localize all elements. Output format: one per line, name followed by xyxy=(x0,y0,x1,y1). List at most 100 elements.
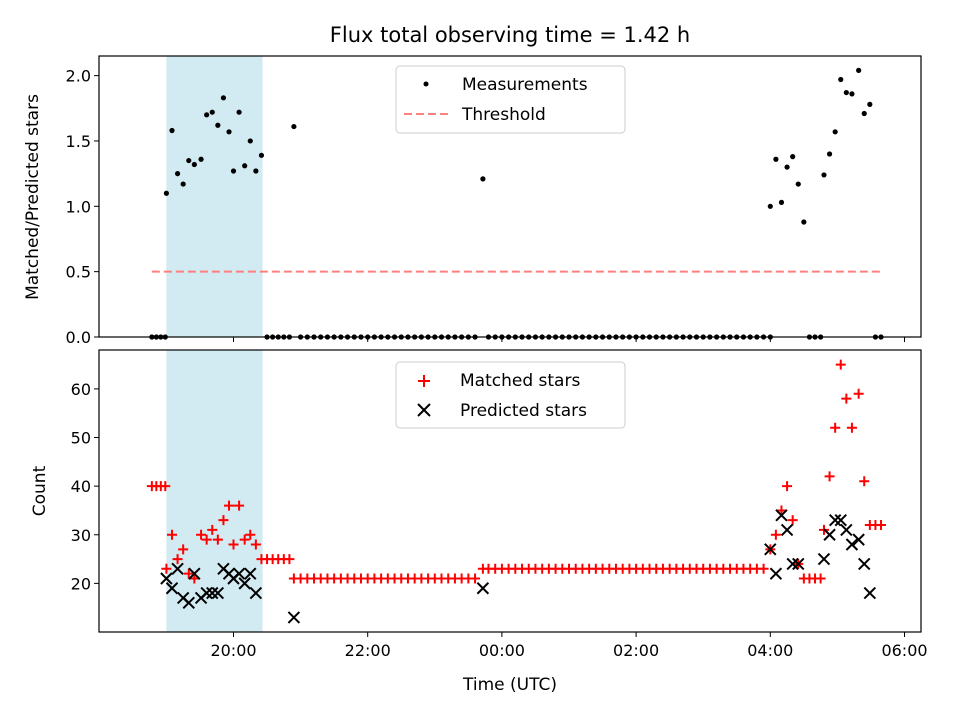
predicted-point xyxy=(165,582,179,595)
measurement-point xyxy=(253,168,259,174)
predicted-point xyxy=(828,513,842,527)
predicted-point xyxy=(287,611,301,624)
matched-point xyxy=(234,500,245,511)
measurement-point xyxy=(209,109,215,115)
measurement-point xyxy=(242,163,248,169)
count-axes-frame xyxy=(98,349,922,633)
matched-legend-marker xyxy=(418,375,430,387)
measurement-point xyxy=(174,171,181,177)
x-tick-label: 06:00 xyxy=(881,641,927,660)
x-tick-label: 04:00 xyxy=(747,641,793,660)
chart-title: Flux total observing time = 1.42 h xyxy=(330,23,690,47)
predicted-point xyxy=(206,586,219,600)
predicted-point xyxy=(823,528,836,541)
matched-point xyxy=(876,520,887,531)
predicted-point xyxy=(171,562,184,576)
matched-point xyxy=(228,539,239,550)
measurement-point xyxy=(826,151,833,157)
measurement-point xyxy=(856,67,862,73)
y-tick-label: 1.0 xyxy=(66,197,91,216)
legend-matched-label: Matched stars xyxy=(460,371,580,391)
predicted-point xyxy=(863,586,877,600)
matched-point xyxy=(196,529,207,540)
measurement-point xyxy=(215,122,221,128)
ratio-panel: Flux total observing time = 1.42 h 0.00.… xyxy=(23,23,922,347)
measurement-point xyxy=(773,156,779,162)
predicted-point xyxy=(160,572,173,585)
measurement-point xyxy=(169,127,175,134)
legend-measurements-label: Measurements xyxy=(462,75,588,95)
y-tick-label: 50 xyxy=(71,429,91,448)
matched-point xyxy=(160,481,171,492)
count-panel: 20 30 40 50 60 20:00 22:00 00:00 02:00 04:00 06:0… xyxy=(30,349,928,695)
y-tick-label: 30 xyxy=(71,526,91,545)
measurement-point xyxy=(220,95,227,101)
observing-window-band xyxy=(166,56,263,337)
predicted-point xyxy=(840,523,853,537)
predicted-point xyxy=(182,596,195,610)
matched-point xyxy=(859,476,870,487)
ratio-legend-box xyxy=(395,65,626,134)
matched-point xyxy=(178,544,189,555)
legend-predicted-label: Predicted stars xyxy=(460,401,587,421)
measurement-point xyxy=(480,176,486,182)
count-x-axis-label: Time (UTC) xyxy=(462,675,557,695)
matched-point xyxy=(846,422,857,433)
measurement-point xyxy=(790,154,796,160)
predicted-point xyxy=(775,509,788,522)
matched-point xyxy=(815,573,826,584)
measurement-point xyxy=(204,112,210,118)
predicted-point xyxy=(845,538,859,551)
count-y-axis: 20 30 40 50 60 xyxy=(71,380,99,593)
matched-point xyxy=(782,481,793,492)
measurement-point xyxy=(795,181,801,187)
predicted-point xyxy=(852,533,865,546)
count-legend: Matched stars Predicted stars xyxy=(395,361,626,429)
predicted-legend-marker xyxy=(417,403,431,417)
measurement-point xyxy=(236,109,242,115)
predicted-point xyxy=(786,557,799,571)
predicted-point xyxy=(780,523,794,537)
matched-point xyxy=(770,529,781,540)
predicted-point xyxy=(476,582,490,595)
x-tick-label: 20:00 xyxy=(210,641,256,660)
ratio-y-axis: 0.0 0.5 1.0 1.5 2.0 xyxy=(66,67,99,347)
matched-point xyxy=(201,534,212,545)
ratio-legend: Measurements Threshold xyxy=(395,65,626,134)
x-tick-label: 02:00 xyxy=(613,641,659,660)
matched-point xyxy=(776,505,787,516)
y-tick-label: 60 xyxy=(71,380,91,399)
measurement-point xyxy=(163,190,169,196)
legend-threshold-label: Threshold xyxy=(461,105,546,125)
matched-point xyxy=(172,554,183,565)
matched-point xyxy=(245,529,256,540)
ratio-axes-frame xyxy=(98,55,922,338)
y-tick-label: 20 xyxy=(71,574,91,593)
count-x-axis: 20:00 22:00 00:00 02:00 04:00 06:00 xyxy=(210,632,928,660)
measurement-point xyxy=(247,138,253,144)
predicted-point xyxy=(764,543,777,556)
measurement-point xyxy=(191,161,197,168)
measurement-point xyxy=(767,203,773,209)
predicted-point xyxy=(211,586,225,600)
predicted-point xyxy=(188,567,201,580)
measurement-point xyxy=(186,157,192,164)
matched-point xyxy=(161,563,172,574)
matched-point xyxy=(853,388,864,399)
measurement-point xyxy=(180,181,186,187)
predicted-point xyxy=(244,567,257,580)
predicted-point xyxy=(834,513,847,527)
measurement-point xyxy=(198,156,204,162)
measurement-point xyxy=(867,101,873,107)
matched-point xyxy=(835,359,846,370)
y-tick-label: 40 xyxy=(71,477,91,496)
measurement-point xyxy=(838,76,844,83)
measurement-point xyxy=(832,129,838,135)
matched-point xyxy=(166,529,177,540)
measurement-point xyxy=(226,129,232,135)
matched-point xyxy=(470,573,481,584)
predicted-point xyxy=(817,552,831,566)
x-tick-label: 00:00 xyxy=(479,641,525,660)
measurement-point xyxy=(843,89,849,96)
matched-point xyxy=(207,524,218,535)
